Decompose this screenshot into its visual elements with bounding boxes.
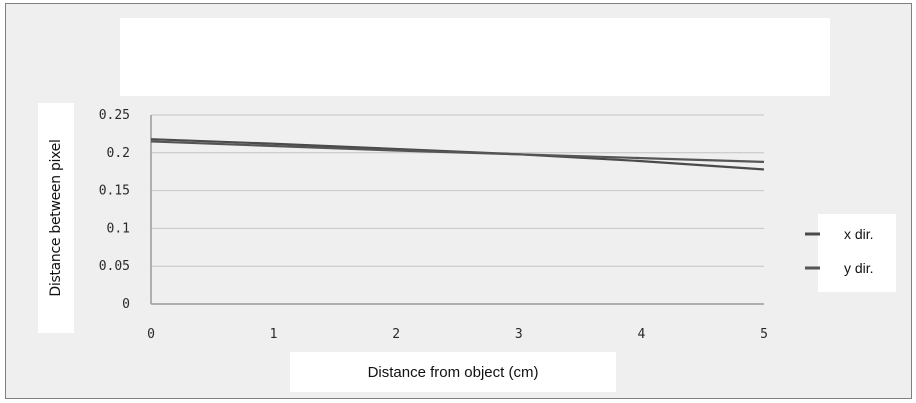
series-line-x-dir: [150, 138, 765, 171]
legend-label: y dir.: [844, 260, 874, 276]
x-tick-label: 1: [270, 327, 278, 342]
x-axis-label: Distance from object (cm): [367, 363, 539, 381]
y-tick-label: 0: [122, 297, 130, 312]
y-tick-label: 0.1: [107, 221, 130, 236]
x-tick-label: 4: [637, 327, 645, 342]
y-tick-label: 0.15: [99, 184, 130, 199]
legend-label: x dir.: [844, 226, 874, 242]
x-tick-label: 0: [147, 327, 155, 342]
y-axis-label-area: [38, 103, 74, 333]
x-tick-label: 3: [515, 327, 523, 342]
legend: [818, 214, 896, 292]
x-axis-label-area: Distance from object (cm): [290, 352, 616, 392]
x-tick-label: 2: [392, 327, 400, 342]
series-line-y-dir: [150, 140, 765, 163]
chart-title-area: [120, 18, 830, 96]
y-tick-label: 0.25: [99, 108, 130, 123]
y-tick-label: 0.2: [107, 146, 130, 161]
y-tick-label: 0.05: [99, 259, 130, 274]
x-tick-label: 5: [760, 327, 768, 342]
